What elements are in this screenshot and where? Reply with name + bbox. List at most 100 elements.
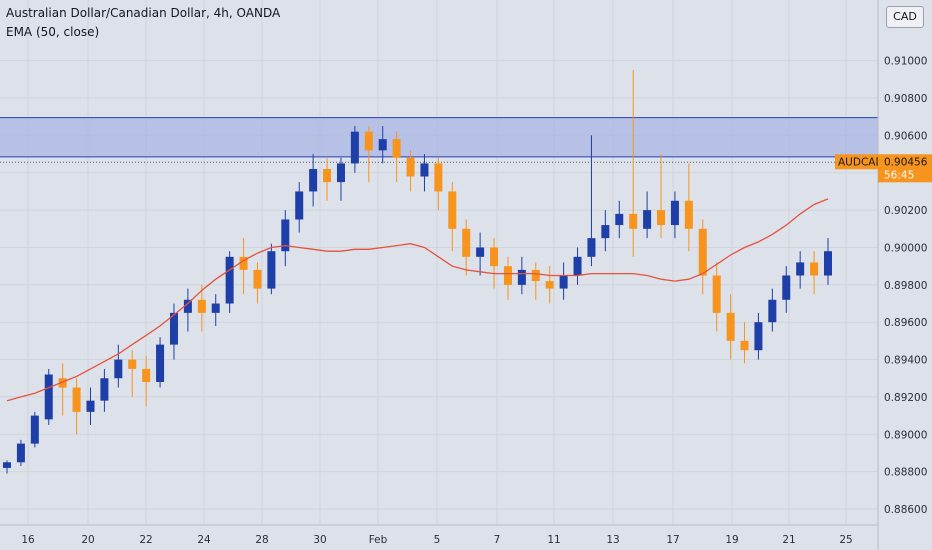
candle-body (629, 213, 638, 229)
candle-body (169, 312, 178, 345)
price-axis-bg (878, 0, 932, 550)
candle-body (420, 163, 429, 177)
price-label-symbol: AUDCAD (838, 156, 884, 168)
candle-body (100, 378, 109, 401)
y-tick-label: 0.90800 (884, 93, 927, 105)
candle-body (16, 443, 25, 463)
x-tick-label: 17 (666, 534, 679, 546)
candle-body (448, 191, 457, 229)
candle-body (267, 251, 276, 289)
candle-body (587, 238, 596, 257)
price-label-countdown: 56:45 (884, 169, 914, 181)
candle-body (239, 256, 248, 270)
y-tick-label: 0.89200 (884, 392, 927, 404)
price-label-price-bg (878, 154, 932, 183)
y-tick-label: 0.90200 (884, 205, 927, 217)
candle-body (462, 228, 471, 257)
candlestick-series (3, 70, 832, 474)
candle-body (114, 359, 123, 379)
price-label: AUDCAD 0.90456 56:45 (835, 154, 932, 183)
candle-body (183, 299, 192, 313)
candle-body (44, 374, 53, 420)
candle-body (545, 281, 554, 289)
y-tick-label: 0.90600 (884, 130, 927, 142)
candle-body (796, 262, 805, 276)
y-tick-label: 0.89000 (884, 429, 927, 441)
candle-body (323, 169, 332, 183)
y-tick-label: 0.88600 (884, 504, 927, 516)
candle-body (615, 213, 624, 226)
x-tick-label: 21 (782, 534, 795, 546)
candle-body (601, 225, 610, 239)
y-tick-label: 0.88800 (884, 467, 927, 479)
x-tick-label: 7 (494, 534, 501, 546)
x-tick-label: 20 (81, 534, 94, 546)
candle-body (754, 322, 763, 351)
candle-body (768, 299, 777, 323)
candle-body (281, 219, 290, 252)
ema-50-line (6, 198, 829, 402)
candle-body (726, 312, 735, 341)
y-tick-label: 0.91000 (884, 56, 927, 68)
price-label-symbol-bg (835, 154, 878, 170)
x-tick-label: 13 (606, 534, 619, 546)
grid (0, 0, 878, 525)
candle-body (197, 299, 206, 313)
candle-body (225, 256, 234, 304)
candle-body (643, 210, 652, 229)
candle-body (128, 359, 137, 369)
x-tick-label: 28 (255, 534, 268, 546)
candle-body (573, 256, 582, 276)
candle-body (531, 269, 540, 282)
candle-body (156, 344, 165, 382)
candle-body (3, 462, 11, 468)
candle-body (350, 131, 359, 164)
candle-body (684, 200, 693, 229)
candle-body (364, 131, 373, 151)
candle-body (434, 163, 443, 192)
candle-body (740, 340, 749, 351)
candle-body (253, 269, 262, 289)
x-tick-label: 5 (434, 534, 441, 546)
candle-body (58, 378, 67, 388)
x-tick-label: 30 (313, 534, 326, 546)
x-tick-label: 24 (197, 534, 211, 546)
candle-body (72, 387, 81, 412)
x-tick-label: 19 (725, 534, 738, 546)
candle-body (657, 210, 666, 226)
y-tick-label: 0.89800 (884, 280, 927, 292)
candle-body (503, 266, 512, 285)
currency-button[interactable]: CAD (886, 6, 924, 28)
candle-body (295, 191, 304, 220)
x-tick-label: 11 (547, 534, 560, 546)
y-tick-label: 0.90000 (884, 242, 927, 254)
indicator-legend[interactable]: EMA (50, close) (6, 25, 100, 39)
candle-body (824, 251, 832, 276)
y-tick-label: 0.89400 (884, 355, 927, 367)
candle-body (670, 200, 679, 226)
candle-body (490, 247, 499, 267)
candle-body (378, 139, 387, 151)
x-tick-label: Feb (369, 534, 388, 546)
candle-body (559, 275, 568, 289)
candle-body (698, 228, 707, 276)
x-tick-label: 16 (21, 534, 35, 546)
candle-body (211, 303, 220, 313)
candle-body (86, 400, 95, 412)
candle-body (517, 269, 526, 285)
time-axis: 16 20 22 24 28 30 Feb 5 7 11 13 17 19 21 25 (0, 524, 878, 546)
candle-body (336, 163, 345, 183)
candle-body (810, 262, 819, 276)
candle-body (30, 415, 39, 444)
candle-body (309, 169, 318, 192)
candle-body (392, 139, 401, 158)
price-axis: 0.910000.908000.906000.904000.902000.900… (877, 0, 932, 550)
candle-body (782, 275, 791, 300)
price-label-price: 0.90456 (884, 156, 928, 168)
resistance-zone (0, 117, 878, 157)
x-tick-label: 25 (839, 534, 852, 546)
candle-body (142, 368, 151, 382)
chart-title: Australian Dollar/Canadian Dollar, 4h, O… (6, 6, 281, 20)
candle-body (712, 275, 721, 313)
